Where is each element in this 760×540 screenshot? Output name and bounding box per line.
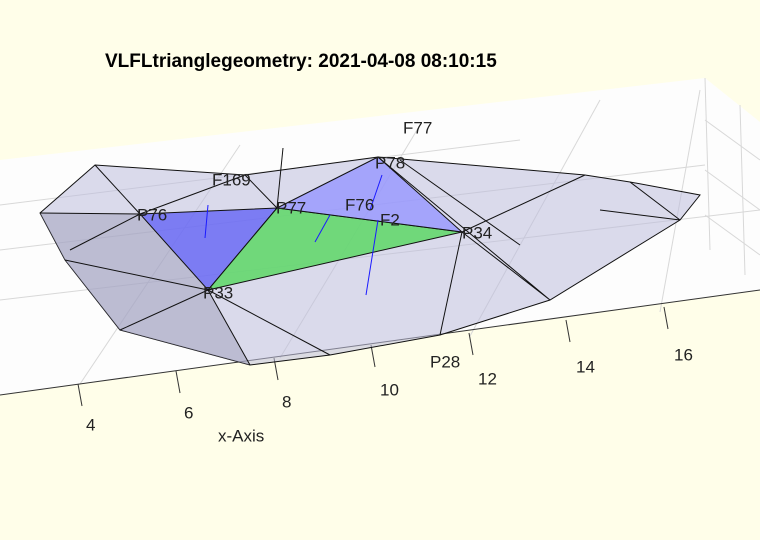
x-tick-label: 6 (184, 403, 193, 422)
hull-side (40, 213, 250, 365)
point-label: P77 (276, 198, 306, 217)
x-tick-label: 8 (282, 392, 291, 411)
face-label: F169 (212, 170, 251, 189)
face-label: F76 (345, 195, 374, 214)
point-label: P28 (430, 352, 460, 371)
edges (39, 156, 681, 366)
point-label: P78 (375, 153, 405, 172)
x-tick-label: 16 (674, 345, 693, 364)
x-tick-label: 4 (86, 415, 95, 434)
face-label: F77 (403, 118, 432, 137)
point-label: P34 (462, 223, 492, 242)
title: VLFLtrianglegeometry: 2021-04-08 08:10:1… (105, 51, 497, 72)
face-f77 (275, 156, 464, 233)
point-label: P33 (203, 283, 233, 302)
x-tick-label: 10 (380, 380, 399, 399)
normals (204, 147, 383, 296)
x-tick-label: 14 (576, 357, 595, 376)
axis-ticks (77, 306, 669, 407)
point-label: P76 (137, 205, 167, 224)
x-tick-label: 12 (478, 369, 497, 388)
x-axis-label: x-Axis (218, 426, 264, 445)
face-label: F2 (380, 210, 400, 229)
